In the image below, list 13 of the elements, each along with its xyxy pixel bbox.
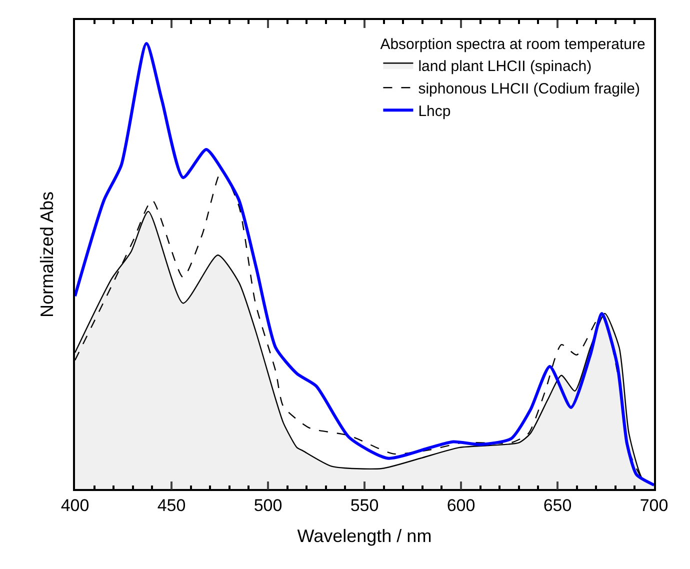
- legend-title: Absorption spectra at room temperature: [380, 36, 646, 53]
- x-axis-title: Wavelength / nm: [297, 526, 432, 546]
- x-tick-label: 700: [640, 496, 668, 516]
- x-tick-label: 550: [350, 496, 379, 516]
- x-tick-label: 500: [254, 496, 282, 516]
- y-axis-title: Normalized Abs: [36, 191, 57, 318]
- legend-label: land plant LHCII (spinach): [418, 58, 592, 75]
- legend-label: siphonous LHCII (Codium fragile): [418, 80, 640, 98]
- x-tick-label: 650: [543, 496, 572, 516]
- x-tick-label: 450: [157, 496, 186, 516]
- x-tick-label: 400: [60, 496, 90, 516]
- legend-label: Lhcp: [418, 102, 451, 120]
- x-tick-label: 600: [446, 496, 476, 516]
